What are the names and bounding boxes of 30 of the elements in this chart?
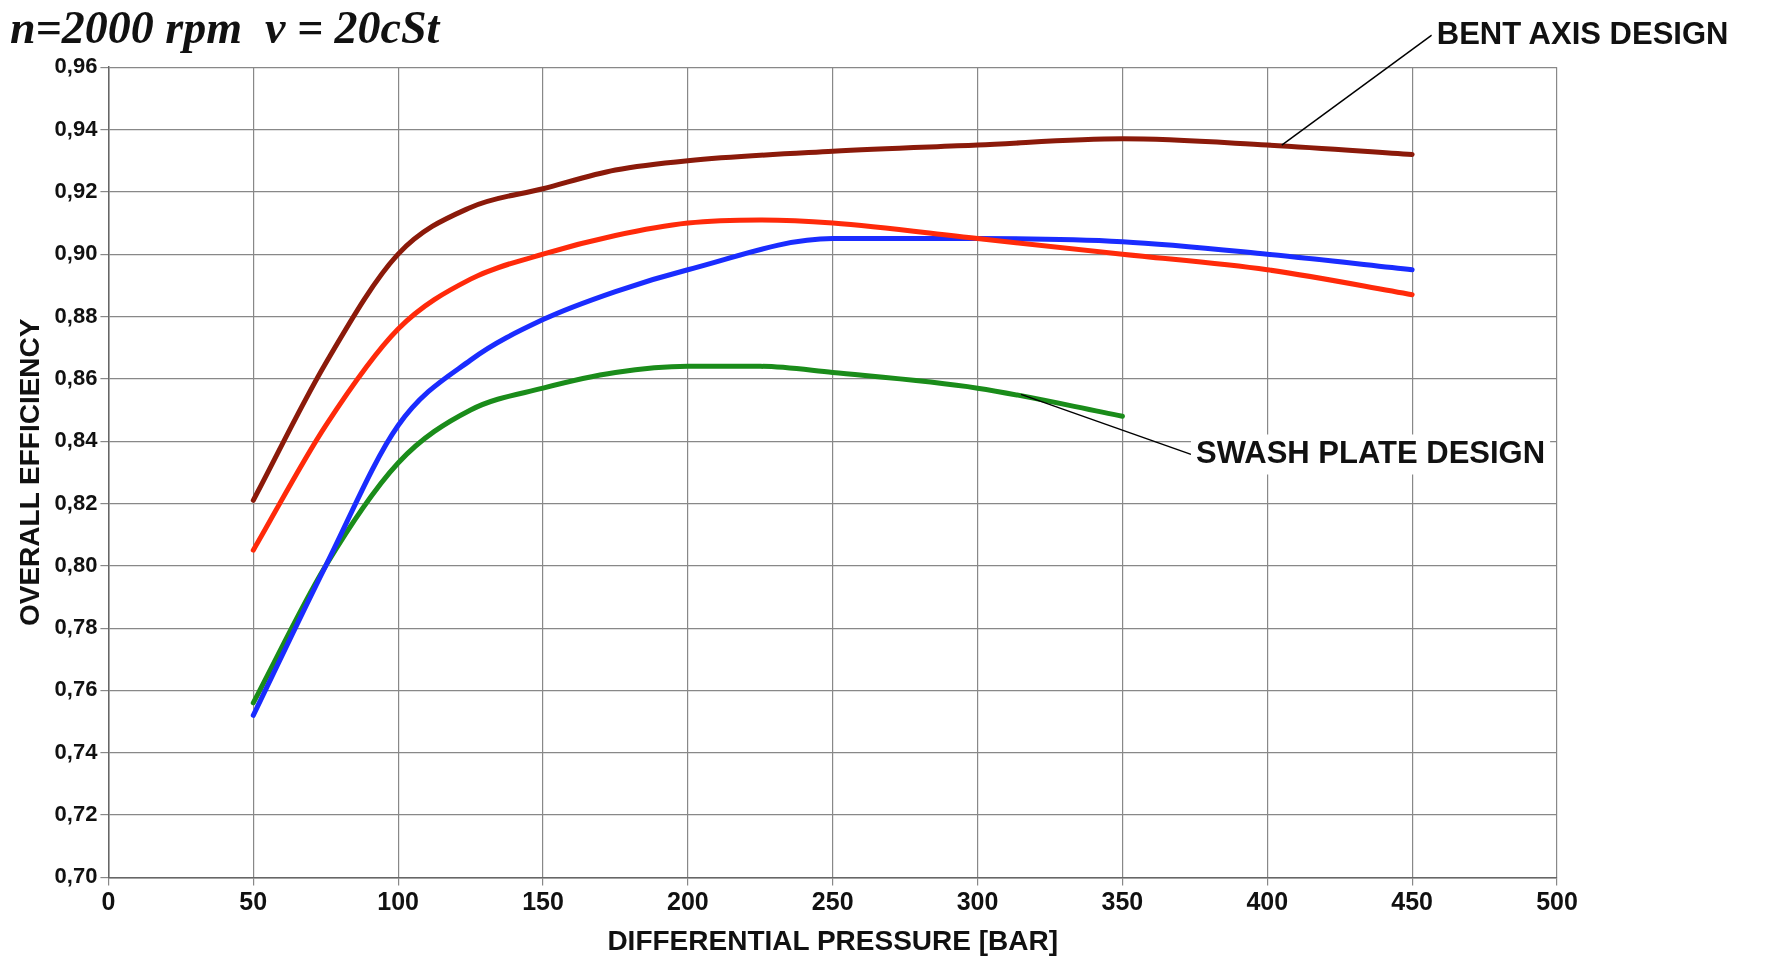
y-tick-label: 0,80 xyxy=(54,551,98,577)
y-tick-label: 0,70 xyxy=(54,863,98,889)
x-tick-label: 150 xyxy=(522,887,564,916)
y-tick-label: 0,84 xyxy=(54,427,99,453)
x-tick-label: 500 xyxy=(1536,887,1578,916)
chart-title: n=2000 rpm ν = 20cSt xyxy=(10,2,441,54)
x-axis-title: DIFFERENTIAL PRESSURE [BAR] xyxy=(607,924,1059,956)
y-tick-label: 0,72 xyxy=(54,801,98,827)
annotation: BENT AXIS DESIGN xyxy=(1436,15,1729,51)
y-tick-label: 0,96 xyxy=(54,53,98,79)
x-tick-label: 350 xyxy=(1101,887,1144,916)
annotation: SWASH PLATE DESIGN xyxy=(1196,434,1546,470)
x-tick-label: 200 xyxy=(666,887,709,916)
y-tick-label: 0,82 xyxy=(54,489,98,515)
y-tick-label: 0,76 xyxy=(54,676,98,702)
y-tick-label: 0,78 xyxy=(54,614,98,640)
y-tick-label: 0,86 xyxy=(54,364,98,390)
y-tick-label: 0,90 xyxy=(54,240,98,266)
x-tick-label: 450 xyxy=(1391,887,1433,916)
y-tick-label: 0,94 xyxy=(54,115,99,141)
y-axis-title: OVERALL EFFICIENCY xyxy=(13,318,45,627)
x-tick-label: 250 xyxy=(811,887,854,916)
y-tick-label: 0,88 xyxy=(54,302,98,328)
x-tick-label: 0 xyxy=(101,887,116,916)
y-tick-label: 0,92 xyxy=(54,177,98,203)
y-tick-label: 0,74 xyxy=(54,738,99,764)
x-tick-label: 50 xyxy=(239,887,268,916)
x-tick-label: 400 xyxy=(1246,887,1289,916)
x-tick-label: 100 xyxy=(377,887,419,916)
x-tick-label: 300 xyxy=(956,887,999,916)
